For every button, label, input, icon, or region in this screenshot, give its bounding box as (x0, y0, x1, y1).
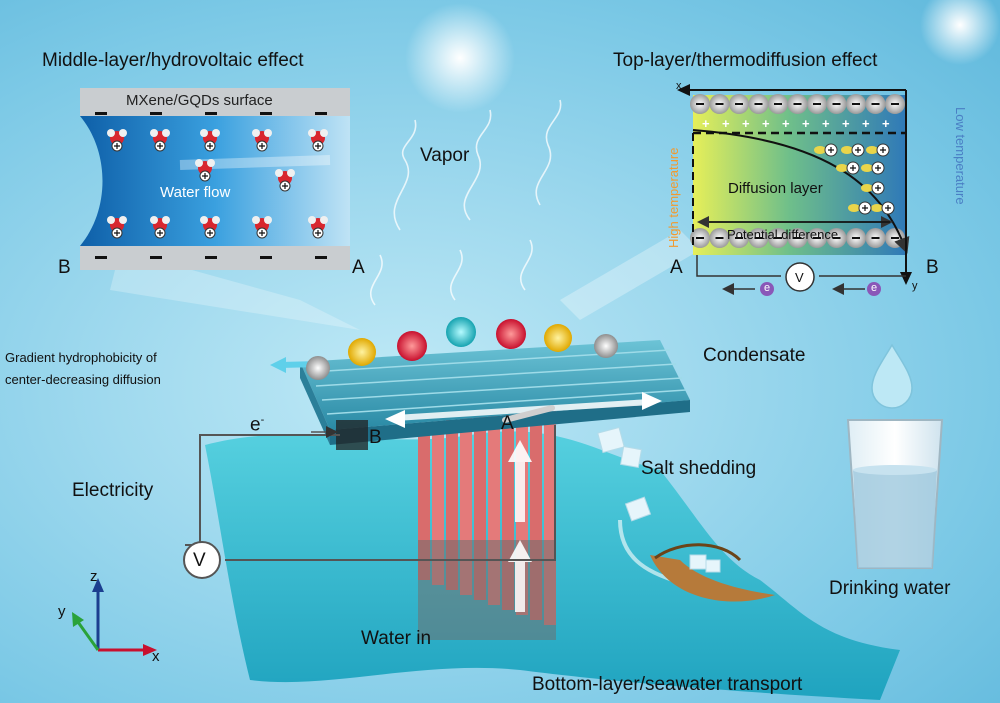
top-layer-title: Top-layer/thermodiffusion effect (613, 50, 878, 71)
axis-x-label: x (152, 648, 160, 665)
svg-text:+: + (842, 116, 850, 131)
top-voltmeter-label: V (795, 270, 804, 285)
transport-fins (418, 385, 556, 640)
water-molecule-icon (308, 216, 328, 239)
voltmeter-icon (183, 541, 221, 579)
device-terminal-b: B (369, 427, 382, 448)
svg-text:+: + (882, 116, 890, 131)
water-molecule-icon (308, 129, 328, 152)
cation-icon (848, 201, 872, 215)
svg-text:+: + (762, 116, 770, 131)
middle-layer-title: Middle-layer/hydrovoltaic effect (42, 50, 304, 71)
salt-boat (650, 543, 775, 602)
svg-text:+: + (742, 116, 750, 131)
gradient-label-2: center-decreasing diffusion (5, 372, 161, 387)
water-molecule-icon (107, 129, 127, 152)
voltmeter-label: V (193, 550, 206, 571)
high-temperature-label: High temperature (666, 147, 681, 248)
top-electron-label-2: e (871, 282, 878, 294)
drinking-water-label: Drinking water (829, 578, 951, 599)
condensate-label: Condensate (703, 345, 806, 366)
electron-label: e- (250, 414, 265, 436)
salt-shedding-label: Salt shedding (641, 458, 757, 479)
cation-icon (861, 161, 885, 175)
water-molecule-icon (195, 159, 215, 182)
water-molecule-icon (107, 216, 127, 239)
top-layer-panel: + + + + + + + + + + (677, 84, 912, 296)
water-drop-icon (871, 343, 913, 409)
cation-icon (814, 143, 838, 157)
diffusion-layer-label: Diffusion layer (728, 180, 823, 197)
top-terminal-a: A (670, 257, 683, 278)
middle-terminal-a: A (352, 257, 365, 278)
svg-text:+: + (862, 116, 870, 131)
water-molecule-icon (150, 216, 170, 239)
middle-layer-panel (80, 88, 350, 270)
cation-icon (836, 161, 860, 175)
cation-icon (841, 143, 865, 157)
middle-terminal-b: B (58, 257, 71, 278)
water-molecule-icon (200, 216, 220, 239)
vapor-wisps (369, 99, 562, 306)
cation-icon (861, 181, 885, 195)
water-molecule-icon (252, 216, 272, 239)
surface-label: MXene/GQDs surface (126, 92, 273, 109)
svg-text:+: + (702, 116, 710, 131)
sun-glow (405, 3, 515, 113)
electricity-label: Electricity (72, 480, 154, 501)
top-electron-label-1: e (764, 282, 771, 294)
water-molecule-icon (150, 129, 170, 152)
drinking-glass-icon (846, 419, 944, 569)
coordinate-axes (72, 578, 157, 656)
water-in-label: Water in (361, 628, 432, 649)
vapor-label: Vapor (420, 145, 470, 166)
axis-z-label: z (90, 568, 98, 585)
gradient-label-1: Gradient hydrophobicity of (5, 350, 157, 365)
potential-difference-label: Potential difference (727, 227, 839, 242)
top-y-axis-label: y (912, 280, 918, 292)
svg-text:+: + (722, 116, 730, 131)
svg-text:+: + (802, 116, 810, 131)
device-terminal-a: A (501, 413, 514, 434)
top-terminal-b: B (926, 257, 939, 278)
axis-y-label: y (58, 603, 66, 620)
water-flow-label: Water flow (160, 184, 231, 201)
top-x-axis-label: x (676, 80, 682, 92)
svg-text:+: + (822, 116, 830, 131)
water-molecule-icon (200, 129, 220, 152)
bottom-layer-title: Bottom-layer/seawater transport (532, 674, 803, 695)
sun-glow (920, 0, 1000, 65)
water-molecule-icon (252, 129, 272, 152)
cation-icon (866, 143, 890, 157)
water-molecule-icon (275, 169, 295, 192)
molecule-balls (306, 317, 618, 380)
low-temperature-label: Low temperature (953, 107, 968, 205)
cation-icon (871, 201, 895, 215)
svg-text:+: + (782, 116, 790, 131)
